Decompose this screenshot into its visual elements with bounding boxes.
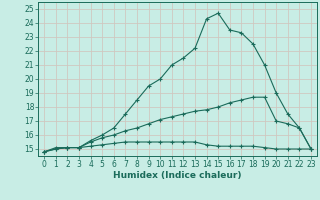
X-axis label: Humidex (Indice chaleur): Humidex (Indice chaleur) bbox=[113, 171, 242, 180]
